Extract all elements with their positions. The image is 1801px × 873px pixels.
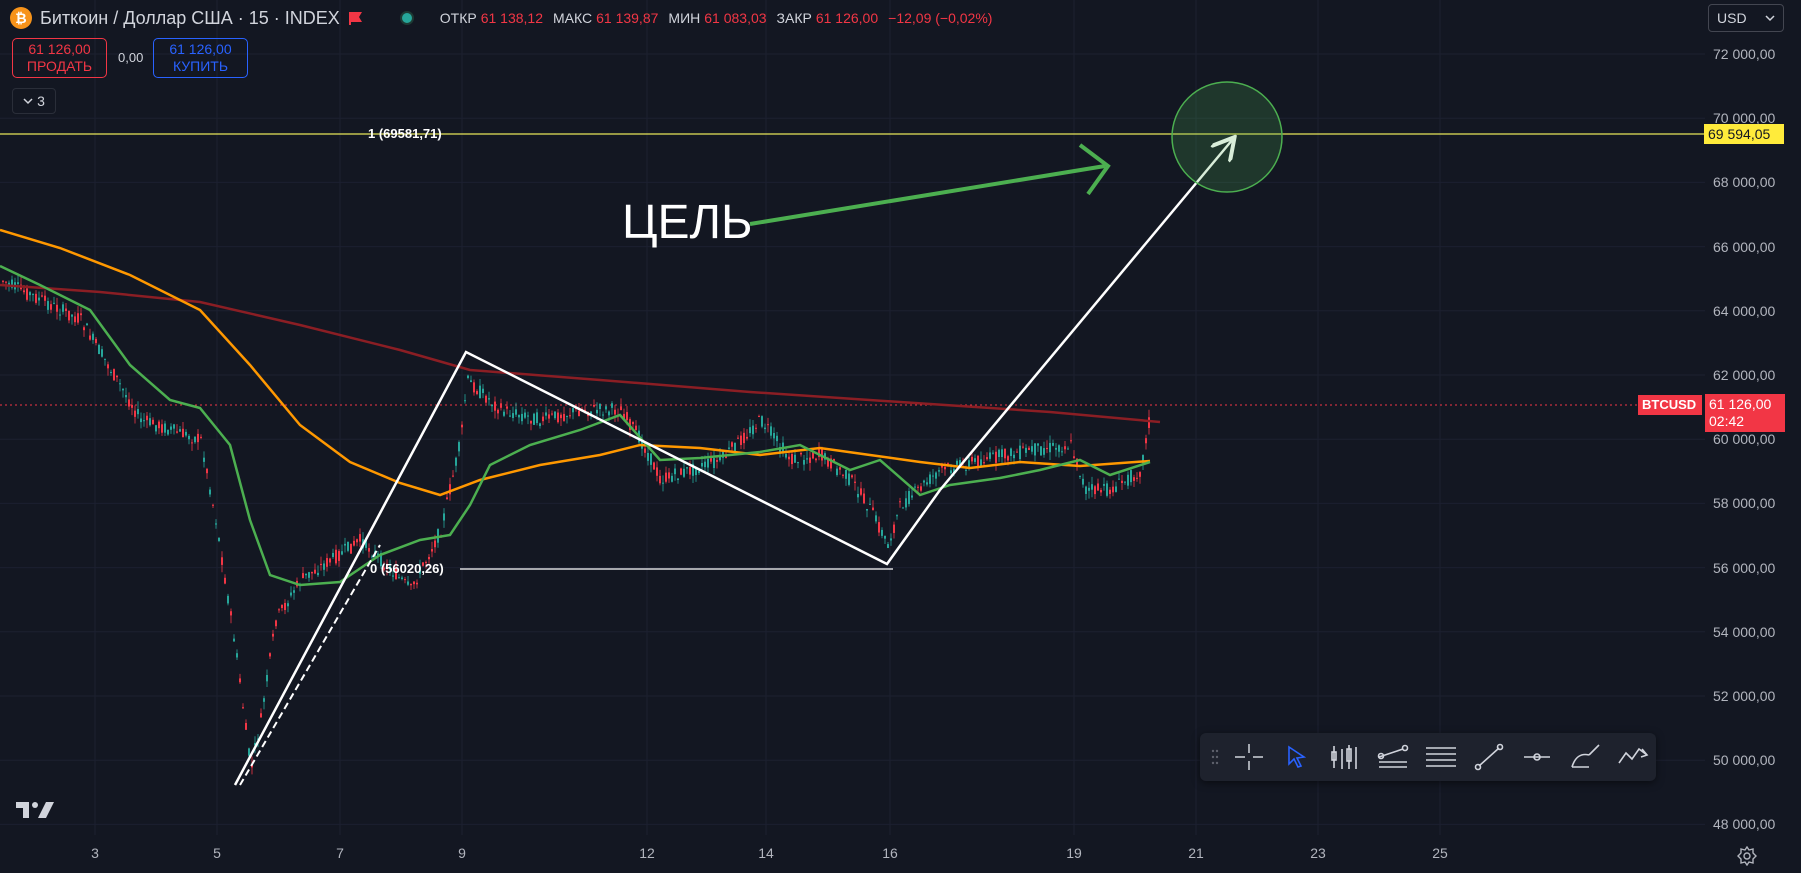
- ohlc-close-value: 61 126,00: [815, 10, 879, 26]
- date-axis-tick: 16: [882, 845, 898, 861]
- ohlc-values: ОТКР 61 138,12 МАКС 61 139,87 МИН 61 083,03…: [440, 10, 999, 26]
- bars-tool-button[interactable]: [1324, 738, 1366, 776]
- indicators-count: 3: [37, 93, 45, 109]
- ohlc-high-value: 61 139,87: [596, 10, 659, 26]
- annotation-arrow-head: [1078, 143, 1111, 196]
- price-axis-tick: 60 000,00: [1713, 431, 1776, 448]
- ohlc-close-label: ЗАКР: [776, 10, 812, 26]
- currency-value: USD: [1717, 10, 1747, 26]
- date-axis-tick: 14: [758, 845, 774, 861]
- horizontal-ray-tool-button[interactable]: [1516, 738, 1558, 776]
- indicators-toggle-button[interactable]: 3: [12, 88, 56, 114]
- crosshair-icon: [1235, 744, 1263, 770]
- brush-icon: [1571, 744, 1600, 768]
- date-axis-tick: 23: [1310, 845, 1326, 861]
- fib-level-1-label: 1 (69581,71): [368, 126, 442, 141]
- chart-grid: [0, 0, 1705, 835]
- trend-channel-tool-button[interactable]: [1372, 738, 1414, 776]
- target-projection-arrow[interactable]: [939, 139, 1233, 491]
- chevron-down-icon: [1765, 15, 1775, 22]
- horizontal-lines-tool-button[interactable]: [1420, 738, 1462, 776]
- trend-line-icon: [1474, 743, 1504, 771]
- ohlc-low-value: 61 083,03: [704, 10, 767, 26]
- drag-grip-icon[interactable]: [1208, 738, 1222, 776]
- trend-channel-icon: [1377, 744, 1409, 768]
- sell-price: 61 126,00: [28, 41, 91, 57]
- price-axis-tick: 68 000,00: [1713, 174, 1776, 191]
- horizontal-ray-icon: [1524, 753, 1550, 761]
- target-level-value: 69 594,05: [1708, 126, 1771, 142]
- buy-price: 61 126,00: [169, 41, 232, 57]
- drawing-toolbar: [1200, 733, 1656, 781]
- ohlc-high-label: МАКС: [553, 10, 593, 26]
- date-axis-tick: 19: [1066, 845, 1082, 861]
- date-axis-tick: 7: [336, 845, 344, 861]
- symbol-tag-text: BTCUSD: [1642, 397, 1697, 412]
- ohlc-open-label: ОТКР: [439, 10, 477, 26]
- symbol-header: ₿ Биткоин / Доллар США · 15 · INDEX ОТКР…: [10, 6, 998, 30]
- date-axis-tick: 5: [213, 845, 221, 861]
- price-axis-tick: 66 000,00: [1713, 238, 1776, 255]
- gear-icon[interactable]: [1737, 846, 1757, 866]
- ohlc-open-value: 61 138,12: [480, 10, 543, 26]
- price-axis-tick: 72 000,00: [1713, 46, 1776, 62]
- ohlc-change: −12,09 (−0,02%): [888, 10, 993, 26]
- target-level-tag: 69 594,05: [1704, 124, 1784, 144]
- last-price-tag: 61 126,00 02:42: [1705, 394, 1785, 432]
- cursor-arrow-icon: [1288, 745, 1307, 768]
- target-circle[interactable]: [1171, 81, 1283, 193]
- date-axis-tick: 21: [1188, 845, 1204, 861]
- buy-label: КУПИТЬ: [172, 58, 229, 74]
- date-axis-tick: 3: [91, 845, 99, 861]
- brush-tool-button[interactable]: [1564, 738, 1606, 776]
- crosshair-tool-button[interactable]: [1228, 738, 1270, 776]
- dashed-trend-line[interactable]: [239, 544, 381, 786]
- buy-button[interactable]: 61 126,00 КУПИТЬ: [153, 38, 248, 78]
- bar-countdown: 02:42: [1709, 413, 1745, 429]
- path-tool-button[interactable]: [1612, 738, 1654, 776]
- price-axis-tick: 50 000,00: [1713, 752, 1776, 769]
- chevron-down-icon: [23, 98, 33, 105]
- symbol-title[interactable]: Биткоин / Доллар США · 15 · INDEX: [40, 7, 340, 28]
- tradingview-logo-icon[interactable]: [16, 800, 54, 820]
- price-axis-tick: 54 000,00: [1713, 623, 1776, 640]
- flag-icon[interactable]: [348, 11, 364, 25]
- price-axis-tick: 52 000,00: [1713, 688, 1776, 704]
- target-annotation-text[interactable]: ЦЕЛЬ: [622, 196, 753, 249]
- market-status-icon[interactable]: [399, 11, 414, 25]
- sell-label: ПРОДАТЬ: [26, 58, 93, 74]
- ma-orange-line: [0, 228, 1151, 497]
- ma-green-line: [0, 264, 1151, 587]
- price-axis-tick: 62 000,00: [1713, 367, 1776, 383]
- price-axis-tick: 70 000,00: [1713, 110, 1776, 127]
- price-axis-tick: 56 000,00: [1713, 559, 1776, 576]
- bars-icon: [1331, 745, 1357, 769]
- annotation-arrow-shaft[interactable]: [749, 164, 1106, 226]
- date-axis-tick: 9: [458, 845, 466, 861]
- price-axis-tick: 48 000,00: [1713, 816, 1776, 833]
- date-axis-tick: 12: [639, 845, 655, 861]
- candlesticks: [2, 274, 1150, 775]
- symbol-tag: BTCUSD: [1638, 395, 1702, 415]
- sell-button[interactable]: 61 126,00 ПРОДАТЬ: [12, 38, 107, 78]
- cursor-tool-button[interactable]: [1276, 738, 1318, 776]
- price-axis-tick: 64 000,00: [1713, 302, 1776, 319]
- trend-line-tool-button[interactable]: [1468, 738, 1510, 776]
- price-axis-tick: 58 000,00: [1713, 495, 1776, 512]
- spread-value: 0,00: [118, 50, 144, 65]
- date-axis-tick: 25: [1432, 845, 1448, 861]
- ohlc-low-label: МИН: [668, 10, 701, 26]
- last-price-value: 61 126,00: [1709, 396, 1772, 412]
- pattern-zigzag-line[interactable]: [233, 350, 942, 786]
- ma-darkred-line: [0, 283, 1161, 424]
- path-icon: [1618, 747, 1649, 764]
- bitcoin-logo-icon: ₿: [10, 7, 32, 29]
- currency-select[interactable]: USD: [1708, 4, 1784, 32]
- fib-level-0-label: 0 (56020,26): [370, 561, 444, 576]
- horizontal-lines-icon: [1426, 747, 1456, 767]
